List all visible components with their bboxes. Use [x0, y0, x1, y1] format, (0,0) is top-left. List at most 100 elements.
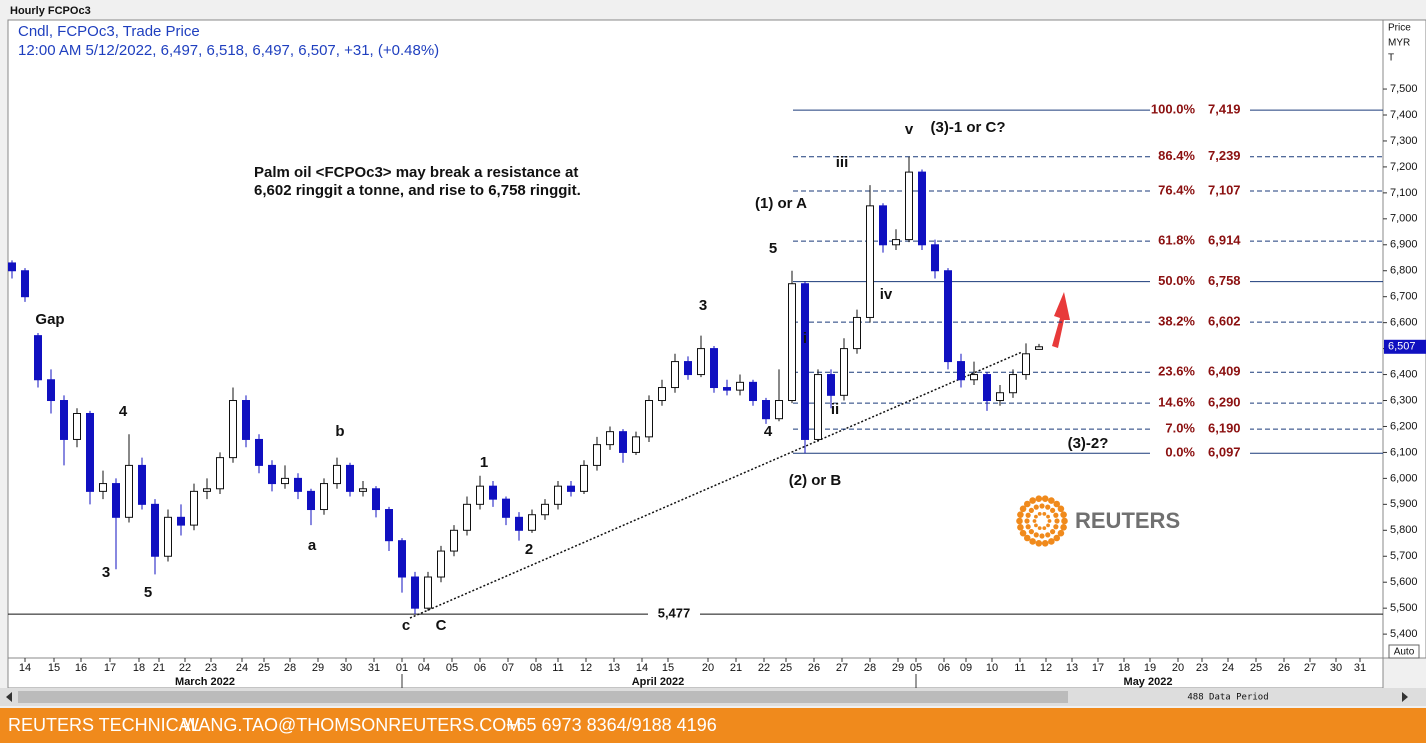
logo-dot: [1047, 519, 1052, 523]
candle-body: [333, 464, 341, 485]
fib-label-bg: [1150, 184, 1250, 199]
fib-pct: 61.8%: [1158, 233, 1195, 248]
x-tick-label: 25: [780, 662, 792, 674]
candle-body: [372, 488, 380, 511]
candle-body: [658, 387, 666, 402]
x-tick-label: 12: [1040, 662, 1052, 674]
y-tick-label: 5,400: [1390, 628, 1418, 640]
fib-value: 6,602: [1208, 314, 1241, 329]
y-tick-label: 6,800: [1390, 265, 1418, 277]
fib-pct: 76.4%: [1158, 182, 1195, 197]
logo-dot: [1028, 507, 1034, 513]
wave-label: 3: [102, 564, 110, 581]
candle-body: [645, 400, 653, 438]
logo-dot: [1060, 524, 1067, 531]
fib-label-bg: [1150, 446, 1250, 461]
candle-body: [801, 283, 809, 440]
fib-pct: 0.0%: [1165, 445, 1195, 460]
candle-body: [268, 464, 276, 485]
logo-dot: [1029, 497, 1036, 504]
x-tick-label: 05: [910, 662, 922, 674]
logo-dot: [1050, 507, 1056, 513]
fib-pct: 7.0%: [1165, 421, 1195, 436]
support-label: 5,477: [658, 606, 691, 621]
y-tick-label: 6,400: [1390, 368, 1418, 380]
x-tick-label: 07: [502, 662, 514, 674]
candle-body: [398, 540, 406, 578]
fib-pct: 86.4%: [1158, 148, 1195, 163]
candle-body: [60, 400, 68, 440]
trend-line: [409, 351, 1023, 619]
x-tick-label: 27: [836, 662, 848, 674]
auto-button[interactable]: [1388, 644, 1420, 659]
candle-body: [229, 400, 237, 459]
logo-dot: [1017, 511, 1024, 518]
footer-text: WANG.TAO@THOMSONREUTERS.COM: [182, 715, 521, 735]
candle-body: [502, 498, 510, 518]
wave-label: (3)-2?: [1068, 435, 1109, 452]
wave-label: 1: [480, 454, 488, 471]
candle-body: [463, 503, 471, 531]
candle-body: [853, 316, 861, 350]
wave-label: (1) or A: [755, 195, 807, 212]
legend-line: 12:00 AM 5/12/2022, 6,497, 6,518, 6,497,…: [18, 42, 439, 59]
fib-value: 7,419: [1208, 102, 1241, 117]
candle-body: [918, 171, 926, 246]
fib-label-bg: [1150, 422, 1250, 437]
fib-label-bg: [1150, 365, 1250, 380]
x-tick-label: 14: [19, 662, 31, 674]
candle-body: [294, 477, 302, 492]
logo-dot: [1050, 529, 1056, 535]
y-tick-label: 7,300: [1390, 135, 1418, 147]
candle-body: [8, 262, 16, 272]
fib-value: 7,107: [1208, 182, 1241, 197]
logo-dot: [1060, 511, 1067, 518]
logo-dot: [1025, 524, 1031, 530]
candle-body: [684, 361, 692, 376]
candle-body: [619, 431, 627, 453]
wave-label: b: [335, 423, 344, 440]
x-tick-label: 23: [205, 662, 217, 674]
x-tick-label: 21: [730, 662, 742, 674]
x-tick-label: 14: [636, 662, 648, 674]
logo-dot: [1039, 503, 1045, 509]
candle-body: [190, 490, 198, 526]
candle-body: [125, 464, 133, 518]
candle-body: [788, 283, 796, 402]
axis-title: MYR: [1388, 38, 1410, 49]
fib-pct: 14.6%: [1158, 395, 1195, 410]
candle-body: [424, 576, 432, 609]
y-tick-label: 7,500: [1390, 83, 1418, 95]
scroll-thumb[interactable]: [18, 691, 1068, 703]
x-tick-label: 13: [608, 662, 620, 674]
x-tick-label: 04: [418, 662, 430, 674]
logo-dot: [1019, 529, 1027, 537]
candle-body: [866, 205, 874, 318]
wave-label: ii: [831, 401, 839, 418]
logo-dot: [1025, 512, 1031, 518]
candle-body: [580, 464, 588, 492]
fib-value: 6,290: [1208, 395, 1241, 410]
window-title: Hourly FCPOc3: [10, 5, 91, 17]
x-tick-label: 28: [864, 662, 876, 674]
candle-body: [697, 348, 705, 376]
fib-value: 6,097: [1208, 445, 1241, 460]
x-tick-label: 23: [1196, 662, 1208, 674]
x-tick-label: 01: [396, 662, 408, 674]
logo-dot: [1016, 517, 1023, 525]
logo-dot: [1042, 526, 1047, 531]
auto-label[interactable]: Auto: [1394, 647, 1415, 658]
candle-body: [320, 483, 328, 511]
wave-label: i: [803, 330, 807, 347]
candle-body: [541, 503, 549, 516]
axis-title: Price: [1388, 23, 1411, 34]
logo-dot: [1033, 532, 1039, 538]
x-tick-label: 11: [552, 662, 563, 674]
x-tick-label: 30: [340, 662, 352, 674]
note: 6,602 ringgit a tonne, and rise to 6,758…: [254, 182, 581, 199]
candle-body: [242, 400, 250, 440]
logo-dot: [1057, 529, 1065, 537]
candle-body: [437, 550, 445, 578]
x-tick-label: 09: [960, 662, 972, 674]
